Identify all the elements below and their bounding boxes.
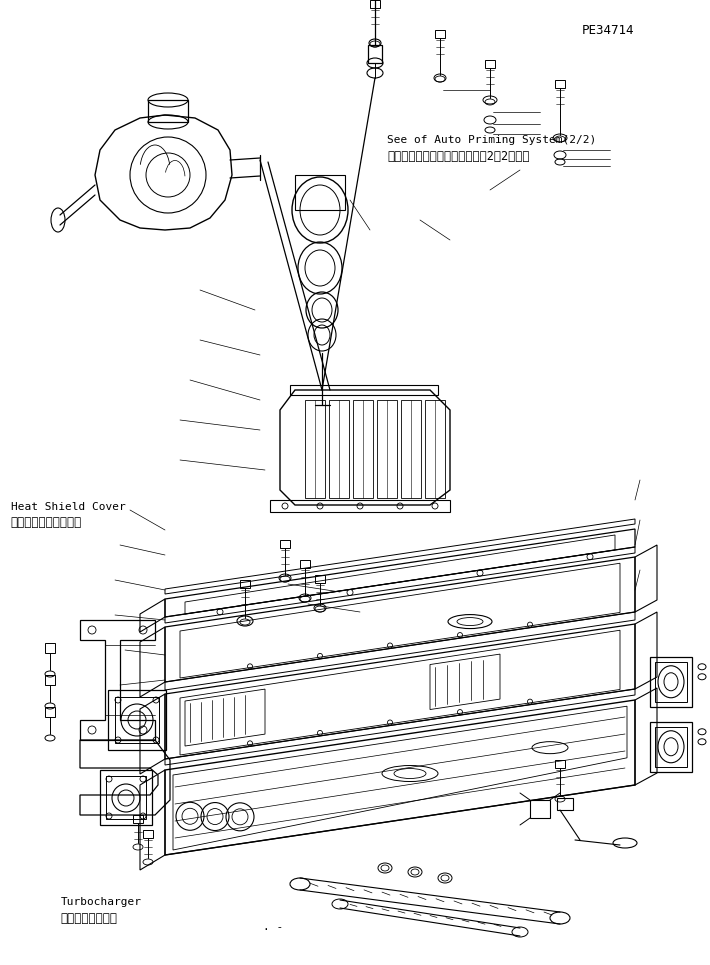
Bar xyxy=(100,770,152,825)
Bar xyxy=(368,45,382,63)
Bar xyxy=(148,100,188,122)
Bar xyxy=(530,800,550,818)
Bar xyxy=(270,500,450,512)
Bar xyxy=(295,175,345,210)
Bar xyxy=(555,80,565,88)
Text: See of Auto Priming System(2/2): See of Auto Priming System(2/2) xyxy=(387,135,596,145)
Text: Heat Shield Cover: Heat Shield Cover xyxy=(11,502,126,511)
Bar xyxy=(108,690,166,750)
Bar xyxy=(45,707,55,717)
Bar xyxy=(115,697,159,743)
Bar xyxy=(240,580,250,588)
Bar xyxy=(280,540,290,548)
Bar xyxy=(45,643,55,653)
Bar xyxy=(655,727,687,767)
Bar xyxy=(370,0,380,8)
Bar xyxy=(555,760,565,768)
Bar xyxy=(133,815,143,823)
Text: ヒートシールドカバー: ヒートシールドカバー xyxy=(11,516,82,529)
Bar xyxy=(106,776,146,819)
Bar xyxy=(485,60,495,68)
Bar xyxy=(315,575,325,583)
Text: PE34714: PE34714 xyxy=(582,24,635,37)
Bar xyxy=(143,830,153,838)
Bar xyxy=(650,722,692,772)
Bar xyxy=(557,798,573,810)
Bar xyxy=(290,385,438,395)
Bar xyxy=(650,657,692,706)
Text: . -: . - xyxy=(263,922,283,931)
Bar xyxy=(655,662,687,702)
Text: ターボチャージャ: ターボチャージャ xyxy=(60,912,117,924)
Text: Turbocharger: Turbocharger xyxy=(60,897,141,907)
Bar xyxy=(300,560,310,568)
Text: オートプライミングシステム（2／2）参照: オートプライミングシステム（2／2）参照 xyxy=(387,150,530,162)
Bar xyxy=(45,675,55,685)
Bar xyxy=(435,30,445,38)
